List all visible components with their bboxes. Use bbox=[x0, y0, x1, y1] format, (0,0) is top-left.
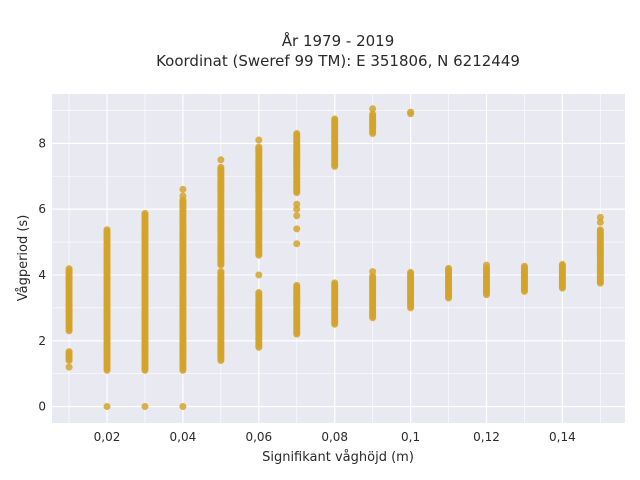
data-point bbox=[293, 129, 301, 137]
data-point bbox=[369, 105, 377, 113]
y-axis-label: Vågperiod (s) bbox=[16, 215, 31, 302]
x-tick-label: 0,14 bbox=[549, 430, 576, 444]
data-point bbox=[407, 108, 415, 116]
tick-labels: 0,02 0,04 0,06 0,08 0,1 0,12 0,14 0 2 4 6 8 bbox=[38, 136, 575, 444]
data-point bbox=[369, 110, 377, 118]
data-point bbox=[596, 213, 604, 221]
data-point bbox=[293, 205, 301, 213]
data-point bbox=[255, 143, 263, 151]
y-tick-label: 4 bbox=[38, 268, 46, 282]
data-point bbox=[558, 260, 566, 268]
data-point bbox=[255, 271, 263, 279]
data-point bbox=[217, 163, 225, 171]
data-points bbox=[65, 105, 604, 411]
x-axis-label: Signifikant våghöjd (m) bbox=[262, 450, 414, 465]
x-tick-label: 0,08 bbox=[321, 430, 348, 444]
data-point bbox=[331, 279, 339, 287]
y-tick-label: 2 bbox=[38, 334, 46, 348]
data-point bbox=[65, 363, 73, 371]
x-tick-label: 0,04 bbox=[170, 430, 197, 444]
data-point bbox=[179, 403, 187, 411]
data-point bbox=[369, 268, 377, 276]
data-point bbox=[293, 240, 301, 248]
data-point bbox=[293, 281, 301, 289]
data-point bbox=[293, 200, 301, 208]
data-point bbox=[255, 228, 263, 236]
chart-title-line-1: År 1979 - 2019 bbox=[282, 31, 395, 50]
y-tick-label: 0 bbox=[38, 400, 46, 414]
data-point bbox=[255, 289, 263, 297]
chart-title-line-2: Koordinat (Sweref 99 TM): E 351806, N 62… bbox=[156, 52, 520, 70]
data-point bbox=[445, 264, 453, 272]
x-tick-label: 0,12 bbox=[473, 430, 500, 444]
data-point bbox=[255, 136, 263, 144]
x-tick-label: 0,02 bbox=[94, 430, 121, 444]
data-point bbox=[331, 115, 339, 123]
data-point bbox=[65, 348, 73, 356]
data-point bbox=[179, 192, 187, 200]
data-point bbox=[65, 265, 73, 273]
x-tick-label: 0,06 bbox=[245, 430, 272, 444]
data-point bbox=[482, 261, 490, 269]
data-point bbox=[103, 403, 111, 411]
x-tick-label: 0,1 bbox=[401, 430, 420, 444]
data-point bbox=[179, 185, 187, 193]
data-point bbox=[407, 268, 415, 276]
data-point bbox=[293, 225, 301, 233]
data-point bbox=[293, 212, 301, 220]
y-tick-label: 6 bbox=[38, 202, 46, 216]
data-point bbox=[141, 403, 149, 411]
data-point bbox=[141, 209, 149, 217]
data-point bbox=[520, 262, 528, 270]
data-point bbox=[217, 268, 225, 276]
data-point bbox=[596, 218, 604, 226]
y-tick-label: 8 bbox=[38, 136, 46, 150]
data-point bbox=[596, 226, 604, 234]
data-point bbox=[217, 156, 225, 164]
data-point bbox=[103, 226, 111, 234]
